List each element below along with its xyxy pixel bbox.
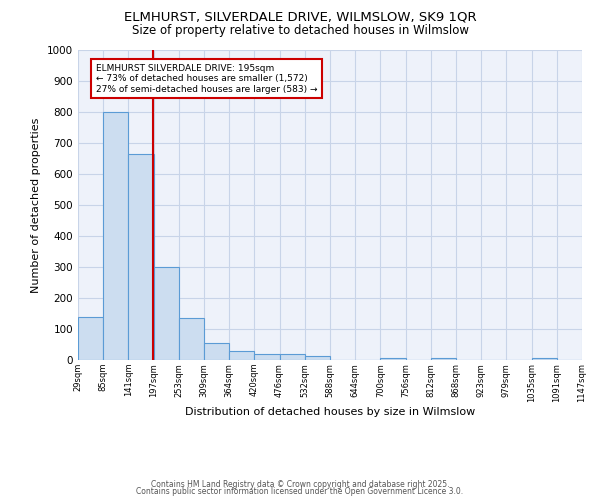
Bar <box>179 318 204 360</box>
Y-axis label: Number of detached properties: Number of detached properties <box>31 118 41 292</box>
Bar <box>305 356 330 360</box>
Bar <box>103 112 128 360</box>
Bar <box>204 343 229 360</box>
Bar <box>254 354 280 360</box>
Bar <box>128 154 154 360</box>
X-axis label: Distribution of detached houses by size in Wilmslow: Distribution of detached houses by size … <box>185 408 475 418</box>
Bar <box>532 358 557 360</box>
Text: Contains public sector information licensed under the Open Government Licence 3.: Contains public sector information licen… <box>136 487 464 496</box>
Bar <box>78 316 103 360</box>
Bar <box>154 267 179 360</box>
Bar <box>229 350 254 360</box>
Text: ELMHURST, SILVERDALE DRIVE, WILMSLOW, SK9 1QR: ELMHURST, SILVERDALE DRIVE, WILMSLOW, SK… <box>124 11 476 24</box>
Text: ELMHURST SILVERDALE DRIVE: 195sqm
← 73% of detached houses are smaller (1,572)
2: ELMHURST SILVERDALE DRIVE: 195sqm ← 73% … <box>95 64 317 94</box>
Bar <box>280 354 305 360</box>
Text: Size of property relative to detached houses in Wilmslow: Size of property relative to detached ho… <box>131 24 469 37</box>
Bar <box>431 358 456 360</box>
Text: Contains HM Land Registry data © Crown copyright and database right 2025.: Contains HM Land Registry data © Crown c… <box>151 480 449 489</box>
Bar <box>380 358 406 360</box>
